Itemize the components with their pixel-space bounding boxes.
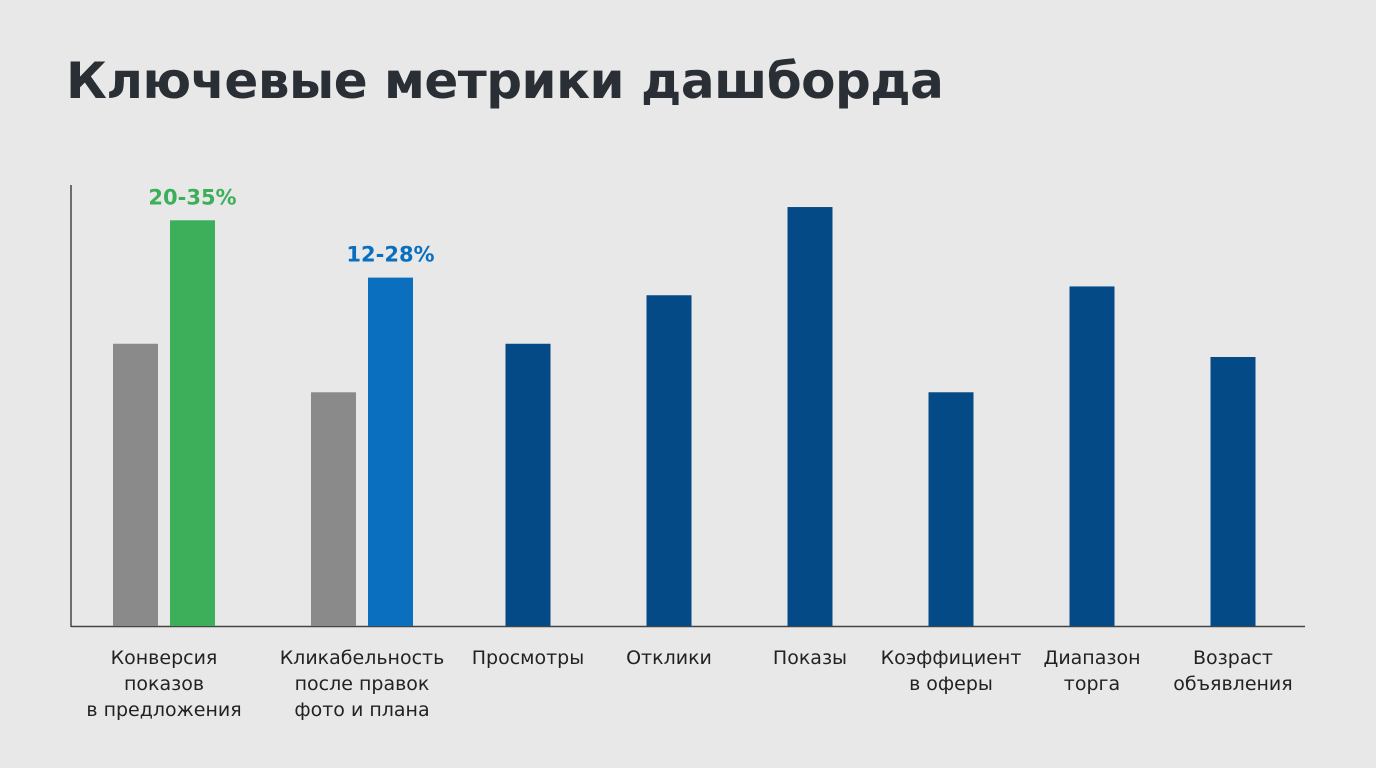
bar [928,392,974,626]
x-tick-label: Возраст объявления [1173,647,1293,695]
x-tick-label: Показы [772,647,848,669]
bar [1069,286,1115,626]
chart-title: Ключевые метрики дашборда [66,52,944,110]
x-tick-label: Диапазон торга [1043,647,1141,695]
bar [170,220,215,626]
x-tick-label: Коэффициент в оферы [880,647,1022,695]
bar [113,343,158,626]
bar [311,392,356,626]
x-tick-label: Конверсия показов в предложения [86,647,242,721]
bar [368,277,413,626]
bar [646,295,692,626]
x-tick-label: Кликабельность после правок фото и плана [279,647,445,721]
data-label: 12-28% [346,243,434,267]
x-tick-label: Отклики [626,647,712,669]
data-label: 20-35% [148,185,236,209]
bar [1210,356,1256,626]
bar [505,343,551,626]
x-tick-label: Просмотры [471,647,585,669]
bar [787,207,833,627]
